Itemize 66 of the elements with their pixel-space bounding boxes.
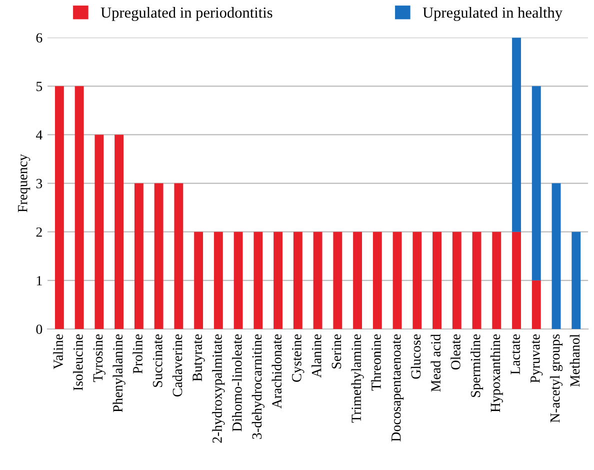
bar xyxy=(512,232,521,329)
y-tick-label: 1 xyxy=(36,276,42,286)
legend-label: Upregulated in periodontitis xyxy=(100,7,272,21)
x-tick-label: Valine xyxy=(53,334,63,370)
x-tick-label: Mead acid xyxy=(430,334,441,392)
x-tick-label: Alanine xyxy=(311,334,322,378)
x-tick-label: Cysteine xyxy=(292,334,304,382)
x-tick-label: Serine xyxy=(332,334,342,368)
x-tick-label: Arachidonate xyxy=(272,334,282,409)
x-tick-label: Succinate xyxy=(152,334,162,387)
bar xyxy=(512,38,521,232)
bar xyxy=(412,232,422,329)
bar xyxy=(114,134,124,329)
bar xyxy=(274,232,283,329)
x-tick-label: Methanol xyxy=(570,334,580,387)
x-tick-label: Proline xyxy=(132,334,142,374)
bar xyxy=(54,86,64,329)
x-tick-label: Cadaverine xyxy=(172,334,182,397)
x-tick-label: Oleate xyxy=(450,334,460,370)
x-tick-label: Hypoxanthine xyxy=(490,334,503,412)
x-tick-label: Trimethylamine xyxy=(351,334,364,423)
bar xyxy=(74,86,84,329)
x-tick-label: Lactate xyxy=(510,334,520,374)
bar xyxy=(134,183,144,329)
x-tick-label: Butyrate xyxy=(192,334,205,382)
x-tick-label: Phenylalanine xyxy=(112,334,126,412)
bar xyxy=(472,232,482,329)
bar xyxy=(532,86,541,280)
bar xyxy=(313,232,322,329)
x-tick-label: N-acetyl groups xyxy=(550,334,563,423)
bar xyxy=(353,232,362,329)
bar xyxy=(94,134,104,329)
bar xyxy=(392,232,402,329)
bar xyxy=(154,183,164,329)
bar xyxy=(333,232,342,329)
bar xyxy=(194,232,204,329)
bar xyxy=(532,280,541,329)
legend-label: Upregulated in healthy xyxy=(422,7,562,21)
y-tick-label: 2 xyxy=(36,227,42,237)
y-tick-label: 5 xyxy=(36,82,42,92)
bar xyxy=(293,232,302,329)
x-tick-label: Glucose xyxy=(410,334,421,379)
bar xyxy=(552,183,561,329)
y-tick-label: 0 xyxy=(36,324,42,334)
bar xyxy=(254,232,263,329)
bar xyxy=(432,232,442,329)
bar xyxy=(572,232,581,329)
bar xyxy=(234,232,243,329)
x-tick-label: Pyruvate xyxy=(530,334,543,383)
x-tick-label: Isoleucine xyxy=(73,334,83,390)
y-tick-label: 6 xyxy=(36,33,42,43)
x-tick-label: Threonine xyxy=(371,334,381,391)
bar xyxy=(174,183,184,329)
x-tick-label: Tyrosine xyxy=(93,334,106,382)
y-tick-label: 3 xyxy=(36,178,42,188)
x-tick-label: 2-hydroxypalmitate xyxy=(212,334,225,443)
bar xyxy=(372,232,382,329)
y-tick-label: 4 xyxy=(36,130,42,140)
x-tick-label: Spermidine xyxy=(470,334,484,397)
bar xyxy=(492,232,502,329)
x-tick-label: Dihomo-linoleate xyxy=(232,334,242,432)
bar xyxy=(452,232,462,329)
x-tick-label: Docosapentaenoate xyxy=(392,334,404,442)
y-axis-title: Frequency xyxy=(18,154,30,212)
bar xyxy=(214,232,223,329)
x-tick-label: 3-dehydrocarnitine xyxy=(252,334,264,439)
